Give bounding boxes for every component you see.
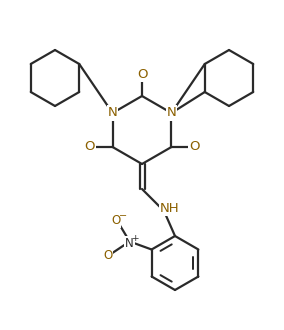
Text: O: O	[84, 141, 95, 153]
Text: −: −	[118, 212, 127, 221]
Text: N: N	[108, 107, 117, 119]
Text: NH: NH	[160, 202, 180, 214]
Text: O: O	[189, 141, 200, 153]
Text: +: +	[131, 234, 138, 243]
Text: O: O	[137, 68, 147, 81]
Text: N: N	[125, 237, 134, 250]
Text: O: O	[111, 214, 120, 227]
Text: O: O	[103, 249, 112, 262]
Text: N: N	[167, 107, 176, 119]
